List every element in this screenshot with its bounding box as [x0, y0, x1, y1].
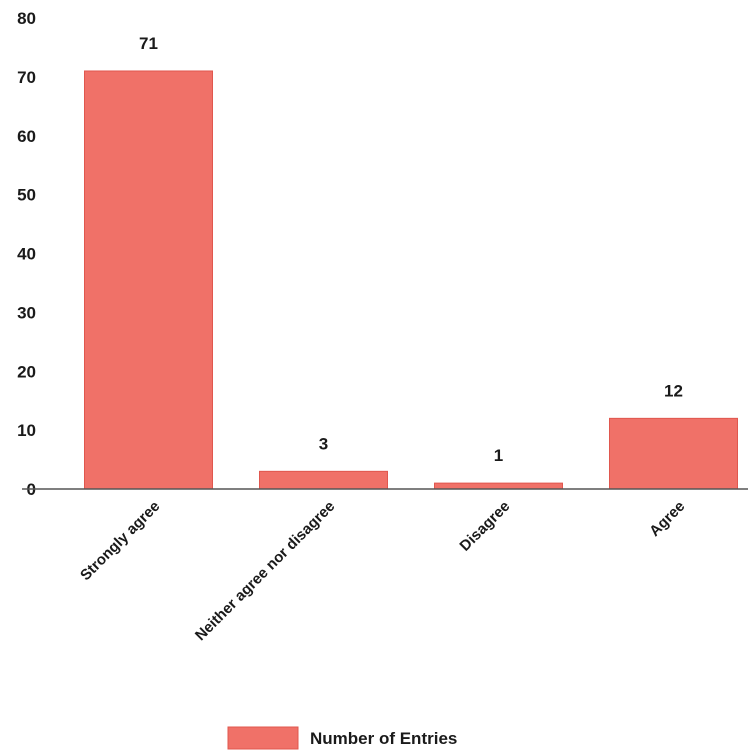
y-tick-label: 30: [17, 303, 36, 322]
y-tick-label: 60: [17, 127, 36, 146]
legend-swatch: [227, 726, 299, 750]
data-label: 12: [664, 381, 683, 400]
y-tick-label: 10: [17, 421, 36, 440]
x-tick-label: Agree: [646, 498, 688, 540]
y-axis: 01020304050607080: [17, 9, 36, 499]
bar: [259, 470, 388, 490]
x-tick-label: Strongly agree: [77, 498, 163, 584]
bars-group: [84, 70, 738, 490]
y-tick-label: 20: [17, 362, 36, 381]
y-tick-label: 70: [17, 68, 36, 87]
x-tick-label: Neither agree nor disagree: [192, 498, 338, 644]
data-label: 3: [319, 434, 328, 453]
data-labels-group: 71 3 1 12: [139, 34, 683, 465]
legend: Number of Entries: [227, 726, 457, 750]
bar: [84, 70, 213, 490]
bar: [609, 417, 738, 490]
y-tick-label: 40: [17, 245, 36, 264]
y-tick-label: 80: [17, 9, 36, 28]
bar: [434, 482, 563, 490]
data-label: 71: [139, 34, 158, 53]
x-tick-label: Disagree: [456, 498, 513, 555]
legend-label: Number of Entries: [310, 729, 457, 748]
x-axis-labels: Strongly agree Neither agree nor disagree…: [77, 498, 688, 644]
y-tick-label: 50: [17, 186, 36, 205]
data-label: 1: [494, 446, 503, 465]
